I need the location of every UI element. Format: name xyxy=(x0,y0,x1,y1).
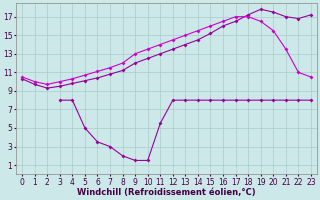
X-axis label: Windchill (Refroidissement éolien,°C): Windchill (Refroidissement éolien,°C) xyxy=(77,188,256,197)
